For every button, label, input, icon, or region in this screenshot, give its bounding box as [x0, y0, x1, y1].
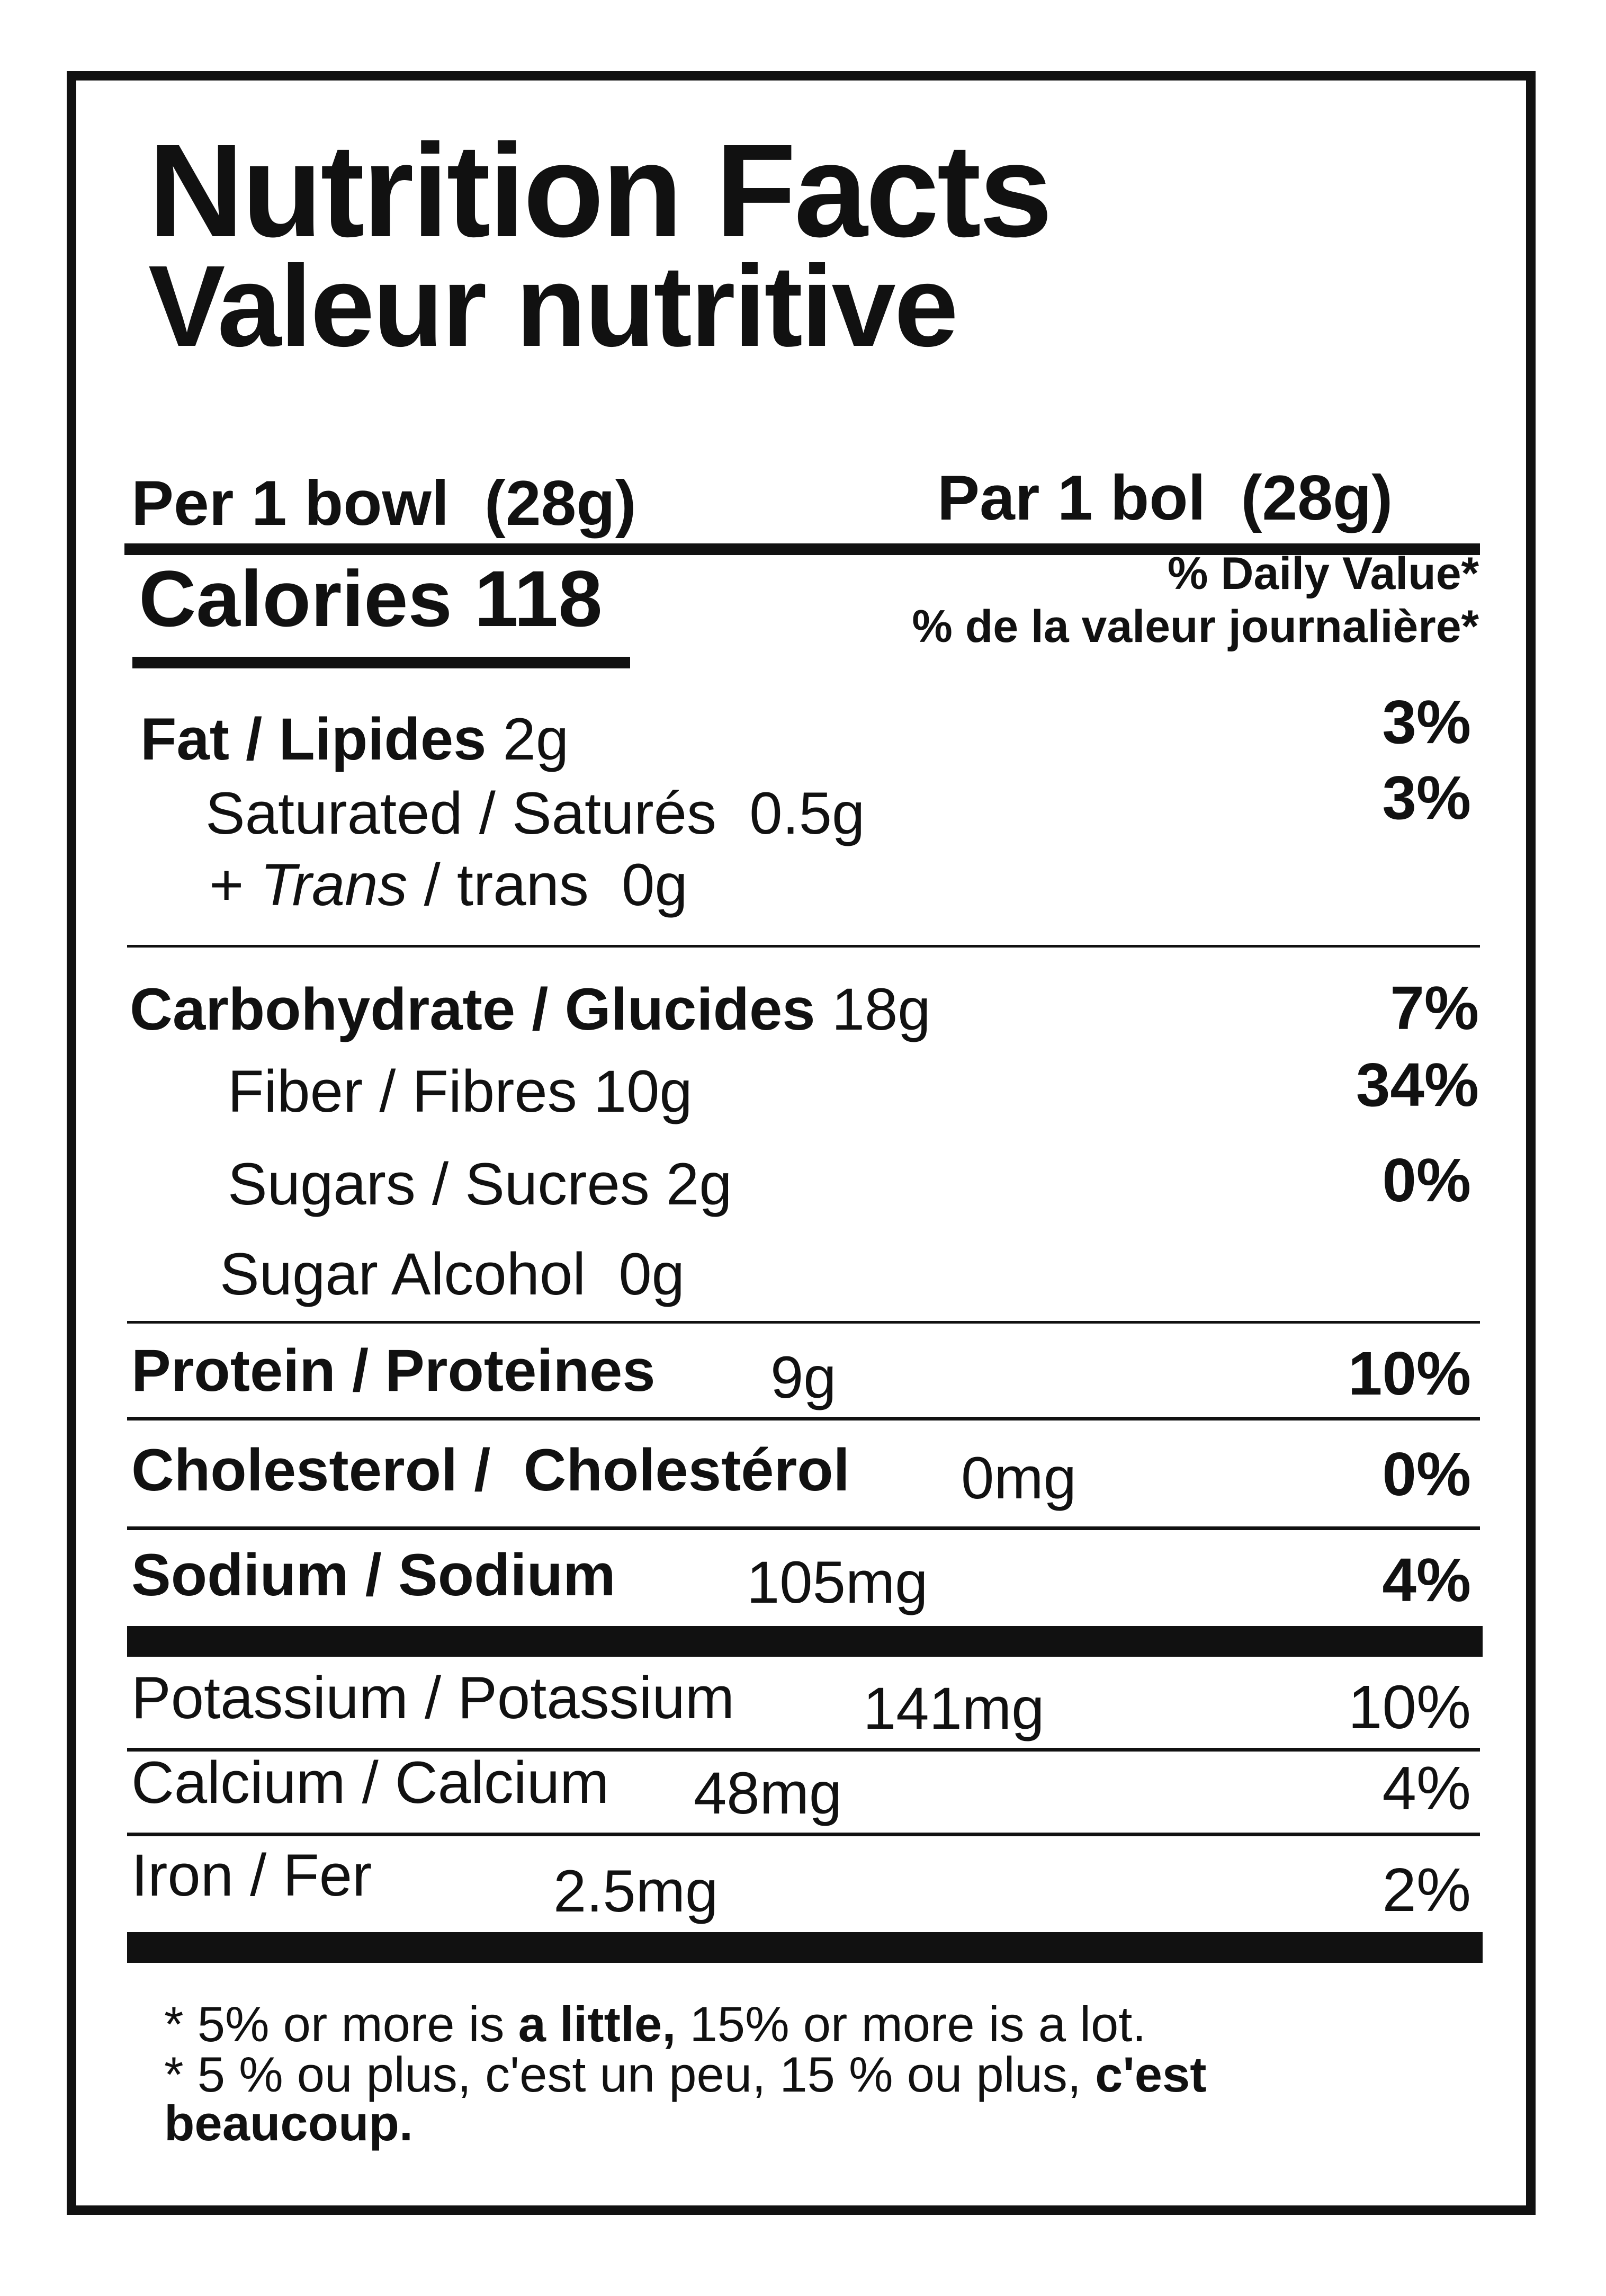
fat-amount: 2g: [503, 706, 569, 772]
daily-value-header-french: % de la valeur journalière*: [912, 601, 1479, 652]
sugars-dv: 0%: [1382, 1146, 1471, 1214]
fiber-dv: 34%: [1356, 1050, 1479, 1119]
sodium-thick-rule: [127, 1626, 1483, 1657]
sugars-amount: 2g: [666, 1151, 732, 1217]
fat-section-rule: [127, 945, 1480, 948]
footnote-english-b: a little,: [518, 1996, 676, 2052]
trans-amount: 0g: [622, 852, 688, 918]
trans-row: + Trans / trans 0g: [209, 855, 688, 915]
sodium-label: Sodium / Sodium: [131, 1542, 616, 1608]
iron-dv: 2%: [1382, 1855, 1471, 1924]
saturated-label: Saturated / Saturés: [205, 780, 717, 846]
trans-label: / trans: [424, 852, 589, 918]
cholesterol-dv: 0%: [1382, 1440, 1471, 1508]
calories-label: Calories: [139, 554, 452, 643]
fiber-label: Fiber / Fibres: [228, 1058, 577, 1124]
protein-dv: 10%: [1348, 1339, 1471, 1408]
potassium-dv: 10%: [1348, 1673, 1471, 1741]
daily-value-header-english: % Daily Value*: [1168, 548, 1479, 599]
serving-english-label: Per 1 bowl: [131, 468, 450, 539]
fiber-row: Fiber / Fibres 10g: [228, 1062, 693, 1121]
sugar-alcohol-amount: 0g: [618, 1241, 685, 1307]
title-english: Nutrition Facts: [148, 117, 1053, 264]
serving-french-label: Par 1 bol: [937, 462, 1206, 533]
serving-french-amount: (28g): [1241, 462, 1393, 533]
footnote-english: * 5% or more is a little, 15% or more is…: [164, 1999, 1146, 2049]
fiber-amount: 10g: [593, 1058, 693, 1124]
trans-label-italic: Trans: [260, 852, 408, 918]
title-french: Valeur nutritive: [148, 242, 958, 371]
potassium-label: Potassium / Potassium: [131, 1665, 735, 1731]
cholesterol-label: Cholesterol / Cholestérol: [131, 1437, 850, 1503]
sugar-alcohol-row: Sugar Alcohol 0g: [220, 1245, 685, 1304]
potassium-amount: 141mg: [863, 1675, 1045, 1741]
calcium-label: Calcium / Calcium: [131, 1749, 609, 1816]
fat-row: Fat / Lipides 2g: [140, 710, 569, 769]
sodium-dv: 4%: [1382, 1545, 1471, 1614]
sugar-alcohol-label: Sugar Alcohol: [220, 1241, 586, 1307]
iron-label: Iron / Fer: [131, 1842, 372, 1908]
potassium-rule: [127, 1748, 1480, 1752]
carbohydrate-dv: 7%: [1390, 973, 1479, 1042]
calcium-dv: 4%: [1382, 1754, 1471, 1822]
serving-french: Par 1 bol (28g): [937, 466, 1393, 530]
calories-rule: [132, 657, 630, 668]
footnote-french: * 5 % ou plus, c'est un peu, 15 % ou plu…: [164, 2050, 1207, 2100]
sugars-row: Sugars / Sucres 2g: [228, 1155, 732, 1214]
cholesterol-rule: [127, 1526, 1480, 1530]
calcium-rule: [127, 1833, 1480, 1836]
sodium-amount: 105mg: [747, 1549, 928, 1615]
carbohydrate-amount: 18g: [831, 976, 931, 1042]
footnote-french-b: c'est: [1095, 2047, 1207, 2102]
saturated-amount: 0.5g: [749, 780, 865, 846]
carbohydrate-label: Carbohydrate / Glucides: [130, 976, 815, 1042]
saturated-row: Saturated / Saturés 0.5g: [205, 784, 865, 843]
iron-amount: 2.5mg: [553, 1858, 719, 1924]
serving-english-amount: (28g): [484, 468, 636, 539]
trans-prefix: +: [209, 852, 244, 918]
protein-label: Protein / Proteines: [131, 1337, 656, 1404]
carbohydrate-section-rule: [127, 1321, 1480, 1324]
fat-dv: 3%: [1382, 687, 1471, 756]
saturated-dv: 3%: [1382, 763, 1471, 832]
label-frame: [67, 71, 1536, 2215]
iron-thick-rule: [127, 1932, 1483, 1963]
calcium-amount: 48mg: [694, 1760, 842, 1826]
protein-rule: [127, 1417, 1480, 1421]
footnote-english-c: 15% or more is a lot.: [676, 1996, 1146, 2052]
footnote-english-a: * 5% or more is: [164, 1996, 518, 2052]
fat-label: Fat / Lipides: [140, 706, 487, 772]
calories-value: 118: [474, 554, 603, 643]
protein-amount: 9g: [770, 1344, 837, 1410]
serving-rule: [124, 543, 1480, 555]
calories-row: Calories 118: [139, 559, 603, 638]
cholesterol-amount: 0mg: [961, 1445, 1076, 1511]
footnote-french-end: beaucoup.: [164, 2095, 414, 2151]
serving-english: Per 1 bowl (28g): [131, 471, 636, 535]
sugars-label: Sugars / Sucres: [228, 1151, 650, 1217]
footnote-french-a: * 5 % ou plus, c'est un peu, 15 % ou plu…: [164, 2047, 1096, 2102]
carbohydrate-row: Carbohydrate / Glucides 18g: [130, 980, 931, 1039]
